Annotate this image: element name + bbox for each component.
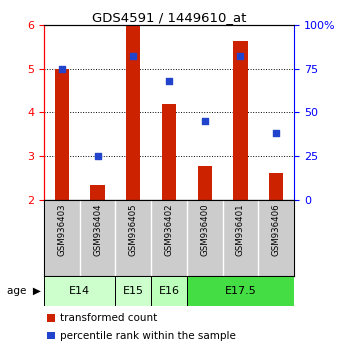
Bar [55,69,69,200]
Bar [269,173,283,200]
Text: percentile rank within the sample: percentile rank within the sample [60,331,236,341]
Text: E15: E15 [123,286,144,296]
Point [59,66,65,72]
Text: GSM936400: GSM936400 [200,204,209,256]
Point [130,53,136,59]
Bar [233,41,248,200]
Text: GSM936405: GSM936405 [129,204,138,256]
Text: GSM936404: GSM936404 [93,204,102,256]
Bar [44,276,115,306]
Text: GSM936401: GSM936401 [236,204,245,256]
Text: age  ▶: age ▶ [7,286,41,296]
Point [202,118,208,124]
Text: GSM936402: GSM936402 [165,204,173,256]
Text: GSM936406: GSM936406 [272,204,281,256]
Text: GSM936403: GSM936403 [57,204,66,256]
Bar [198,166,212,200]
Bar [151,276,187,306]
Text: transformed count: transformed count [60,313,157,322]
Title: GDS4591 / 1449610_at: GDS4591 / 1449610_at [92,11,246,24]
Bar [90,185,105,200]
Point [95,153,100,159]
Text: E16: E16 [159,286,179,296]
Point [273,131,279,136]
Bar [115,276,151,306]
Point [238,53,243,59]
Text: E17.5: E17.5 [224,286,256,296]
Point [166,78,172,84]
Bar [162,104,176,200]
Text: E14: E14 [69,286,90,296]
Bar [126,25,140,200]
Bar [187,276,294,306]
